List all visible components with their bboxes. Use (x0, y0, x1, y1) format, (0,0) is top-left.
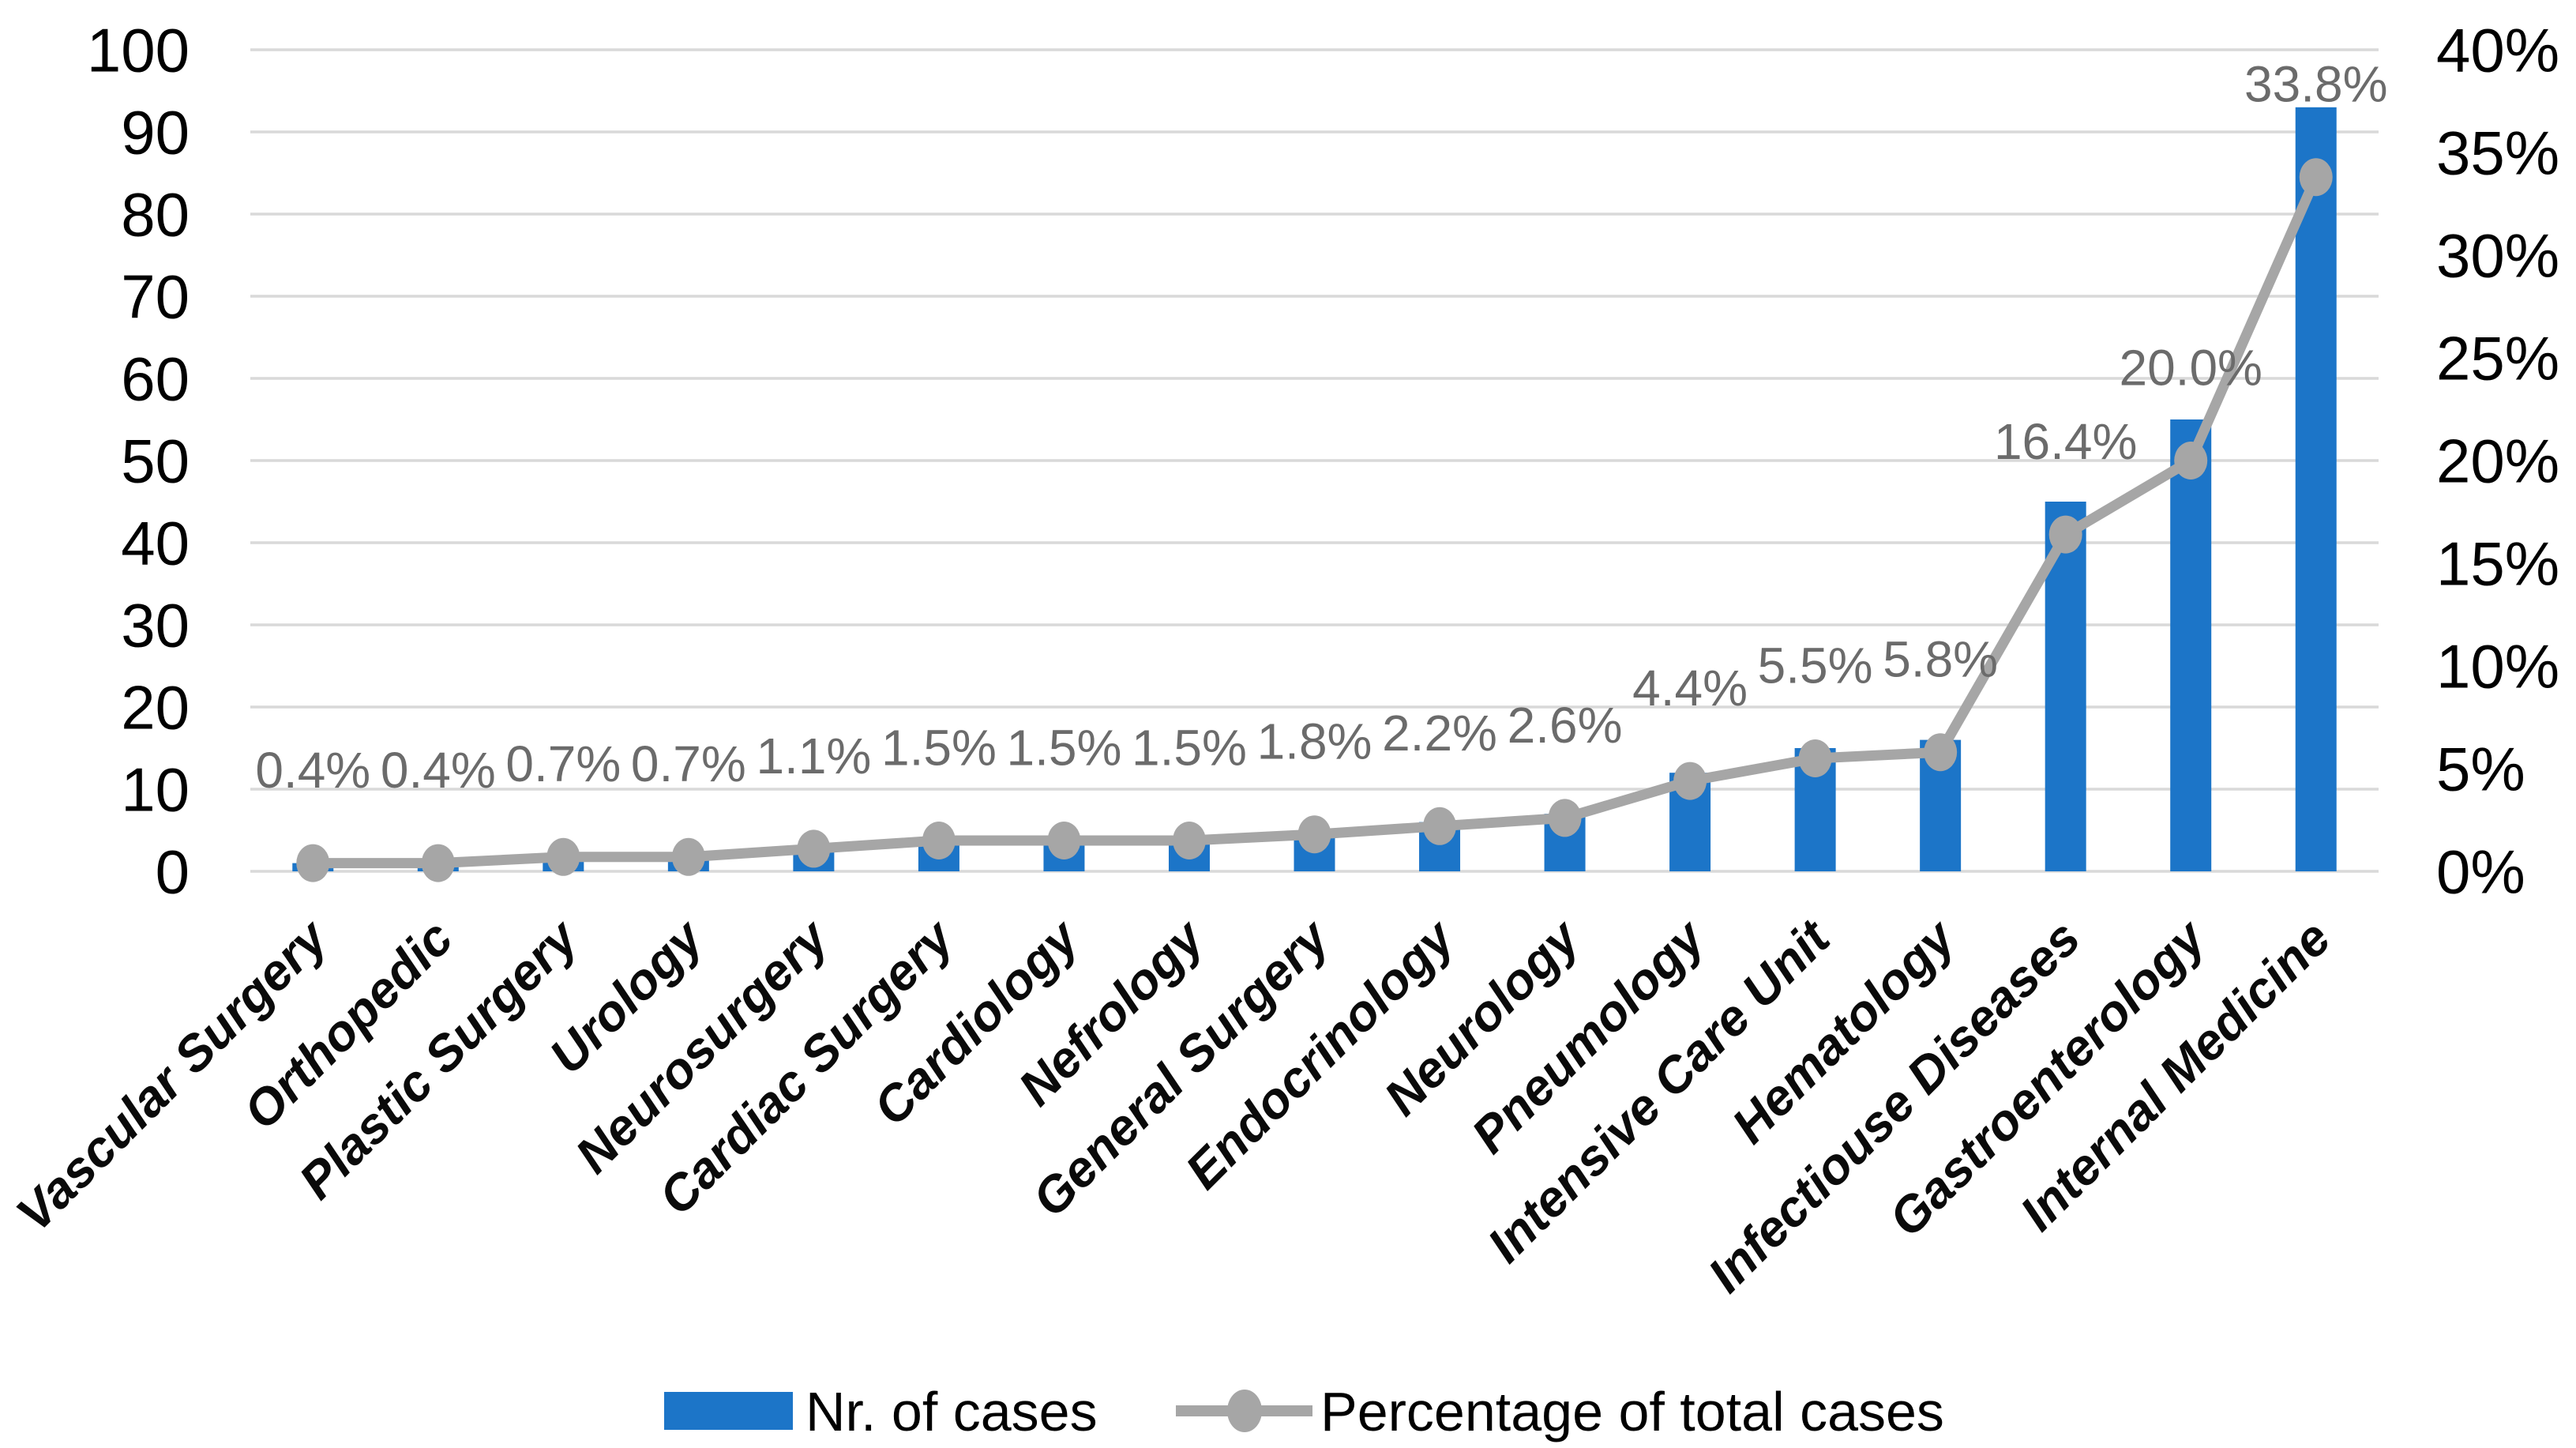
data-label: 5.5% (1758, 637, 1873, 694)
left-axis-tick-label: 80 (121, 179, 190, 249)
line-marker-icon (1548, 799, 1582, 837)
bar (2295, 107, 2337, 872)
left-axis-tick-label: 50 (121, 426, 190, 495)
legend-line-marker-icon (1227, 1390, 1262, 1432)
left-axis-tick-label: 20 (121, 672, 190, 742)
data-label: 0.7% (505, 735, 621, 792)
data-label: 1.5% (1007, 719, 1122, 776)
line-marker-icon (1423, 807, 1457, 845)
line-marker-icon (2048, 515, 2082, 554)
line-marker-icon (2299, 158, 2333, 197)
right-axis-tick-label: 20% (2436, 426, 2559, 495)
right-axis-tick-label: 35% (2436, 118, 2559, 187)
data-label: 2.2% (1382, 705, 1497, 762)
left-axis-tick-label: 70 (121, 261, 190, 331)
data-label: 4.4% (1632, 660, 1748, 716)
data-label: 1.8% (1257, 713, 1372, 770)
line-marker-icon (1047, 822, 1081, 859)
right-axis-tick-label: 5% (2436, 734, 2525, 803)
line-marker-icon (421, 844, 455, 882)
percentage-line-series (296, 158, 2333, 882)
left-axis-tick-label: 60 (121, 344, 190, 413)
left-axis-tick-label: 100 (87, 15, 190, 85)
line-marker-icon (2174, 442, 2208, 480)
data-label: 1.5% (1132, 719, 1247, 776)
right-axis-tick-label: 15% (2436, 528, 2559, 598)
line-marker-icon (797, 829, 831, 868)
data-label: 0.4% (255, 742, 370, 799)
bar (2170, 419, 2212, 871)
line-marker-icon (546, 837, 580, 876)
line-marker-icon (671, 837, 705, 876)
legend-bar-label: Nr. of cases (805, 1381, 1098, 1442)
left-axis-ticks: 0 10 20 30 40 50 60 70 80 90 100 (87, 15, 190, 906)
line-marker-icon (1172, 822, 1206, 859)
legend-bar-swatch (664, 1392, 793, 1430)
line-marker-icon (1798, 739, 1832, 777)
data-label: 1.1% (756, 728, 871, 784)
left-axis-tick-label: 90 (121, 97, 190, 167)
right-axis-tick-label: 40% (2436, 15, 2559, 85)
gridlines (250, 48, 2379, 873)
data-label: 33.8% (2244, 56, 2387, 113)
data-label: 1.5% (881, 719, 997, 776)
data-labels: 0.4% 0.4% 0.7% 0.7% 1.1% 1.5% 1.5% 1.5% 1.8% 2.2%… (255, 56, 2387, 799)
legend: Nr. of cases Percentage of total cases (664, 1381, 1944, 1442)
data-label: 0.7% (631, 735, 746, 792)
data-label: 2.6% (1508, 697, 1623, 754)
data-label: 0.4% (381, 742, 496, 799)
line-marker-icon (1297, 815, 1331, 854)
data-label: 16.4% (1994, 413, 2137, 470)
line-marker-icon (922, 822, 956, 859)
left-axis-tick-label: 40 (121, 508, 190, 577)
line-marker-icon (296, 844, 330, 882)
right-axis-tick-label: 30% (2436, 220, 2559, 290)
right-axis-tick-label: 10% (2436, 631, 2559, 701)
data-label: 5.8% (1883, 631, 1998, 688)
left-axis-tick-label: 0 (156, 837, 190, 906)
left-axis-tick-label: 30 (121, 590, 190, 660)
left-axis-tick-label: 10 (121, 754, 190, 824)
right-axis-ticks: 0% 5% 10% 15% 20% 25% 30% 35% 40% (2436, 15, 2559, 906)
data-label: 20.0% (2119, 339, 2262, 396)
right-axis-tick-label: 25% (2436, 323, 2559, 393)
right-axis-tick-label: 0% (2436, 837, 2525, 906)
line-marker-icon (1673, 762, 1707, 800)
line-marker-icon (1924, 733, 1958, 772)
legend-line-label: Percentage of total cases (1320, 1381, 1944, 1442)
